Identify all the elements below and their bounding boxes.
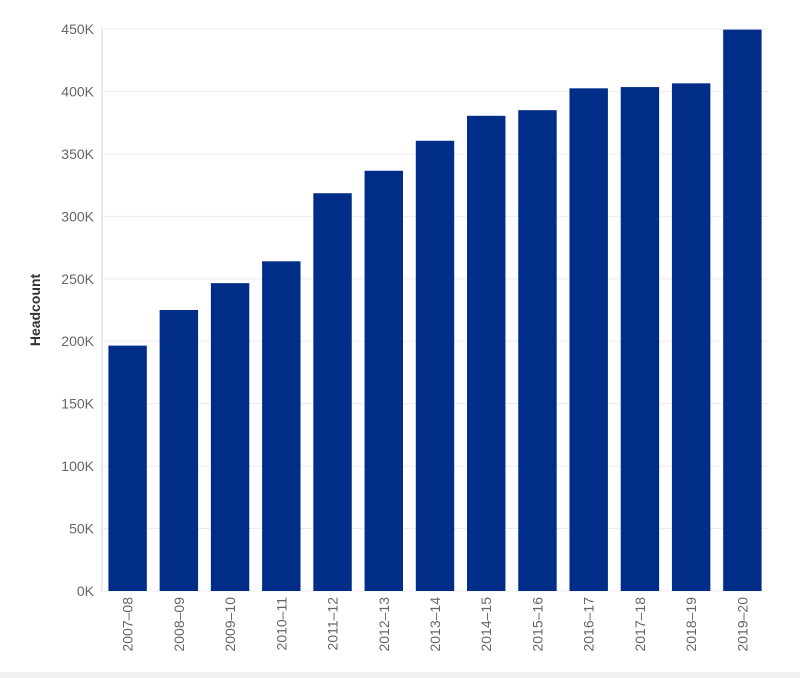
bottom-strip <box>0 672 800 678</box>
bar[interactable] <box>364 170 403 591</box>
x-tick-label: 2009–10 <box>222 597 238 652</box>
bar[interactable] <box>313 193 352 591</box>
y-tick-label: 100K <box>61 458 94 474</box>
bar[interactable] <box>723 29 762 591</box>
y-tick-label: 0K <box>77 583 95 599</box>
y-tick-label: 300K <box>61 208 94 224</box>
x-axis-ticks: 2007–08 2008–09 2009–10 2010–11 2011–12 2012–… <box>120 597 751 652</box>
y-tick-label: 50K <box>69 521 95 537</box>
x-tick-label: 2019–20 <box>734 597 750 652</box>
y-tick-label: 350K <box>61 146 94 162</box>
bar[interactable] <box>620 87 660 591</box>
bar[interactable] <box>467 115 506 591</box>
bar[interactable] <box>159 310 199 591</box>
bar[interactable] <box>210 283 250 591</box>
y-tick-label: 400K <box>61 83 94 99</box>
x-tick-label: 2012–13 <box>376 597 392 652</box>
bar[interactable] <box>518 110 557 591</box>
y-axis-ticks: 0K 50K 100K 150K 200K 250K 300K 350K 400K 450K <box>61 21 94 599</box>
bars <box>108 29 762 592</box>
y-tick-label: 450K <box>61 21 94 37</box>
x-tick-label: 2014–15 <box>478 597 494 652</box>
bar[interactable] <box>415 140 455 591</box>
x-tick-label: 2017–18 <box>632 597 648 652</box>
x-tick-label: 2013–14 <box>427 597 443 652</box>
x-tick-label: 2018–19 <box>683 597 699 652</box>
y-axis-title: Headcount <box>27 273 43 346</box>
bar[interactable] <box>108 345 147 591</box>
y-tick-label: 250K <box>61 271 94 287</box>
bar[interactable] <box>262 261 301 591</box>
x-tick-label: 2015–16 <box>529 597 545 652</box>
x-tick-label: 2011–12 <box>325 597 341 651</box>
x-tick-label: 2016–17 <box>581 597 597 652</box>
x-tick-label: 2008–09 <box>171 597 187 652</box>
y-tick-label: 200K <box>61 333 94 349</box>
x-tick-label: 2007–08 <box>120 597 136 652</box>
bar[interactable] <box>671 83 711 592</box>
y-tick-label: 150K <box>61 396 94 412</box>
bar[interactable] <box>569 88 608 592</box>
x-tick-label: 2010–11 <box>273 597 289 651</box>
